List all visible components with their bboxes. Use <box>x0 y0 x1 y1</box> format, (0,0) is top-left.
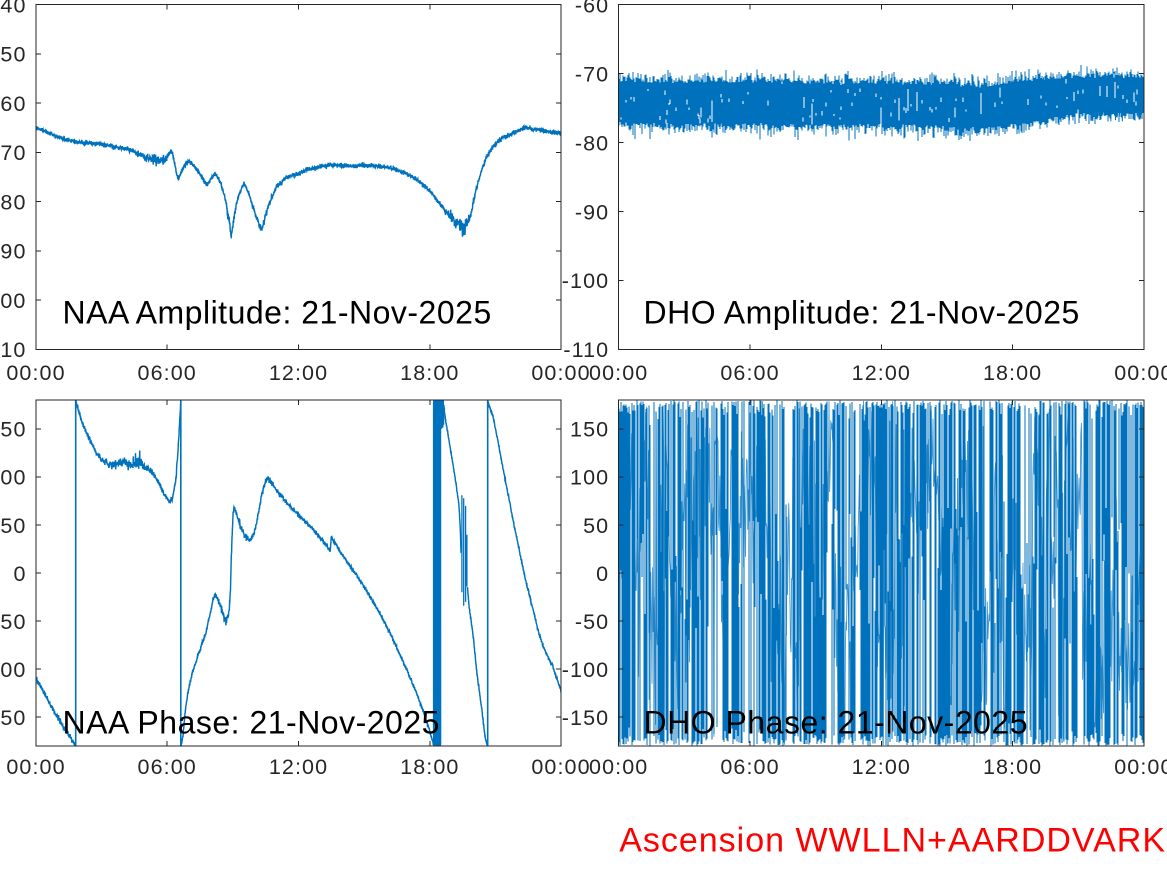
svg-text:150: 150 <box>0 418 27 442</box>
svg-text:18:00: 18:00 <box>983 361 1042 385</box>
svg-text:06:00: 06:00 <box>138 361 197 385</box>
svg-text:-60: -60 <box>0 92 27 116</box>
svg-text:00:00: 00:00 <box>6 361 65 385</box>
svg-text:00:00: 00:00 <box>531 361 590 385</box>
svg-text:12:00: 12:00 <box>269 361 328 385</box>
svg-text:-80: -80 <box>0 190 27 214</box>
svg-text:NAA Amplitude: 21-Nov-2025: NAA Amplitude: 21-Nov-2025 <box>63 295 492 331</box>
svg-text:12:00: 12:00 <box>852 755 911 779</box>
svg-text:150: 150 <box>570 418 609 442</box>
svg-text:-100: -100 <box>0 658 27 682</box>
svg-text:0: 0 <box>596 562 609 586</box>
svg-text:DHO Amplitude: 21-Nov-2025: DHO Amplitude: 21-Nov-2025 <box>644 295 1080 331</box>
svg-text:06:00: 06:00 <box>720 755 779 779</box>
svg-text:-110: -110 <box>563 338 609 362</box>
svg-text:-110: -110 <box>0 338 27 362</box>
svg-text:100: 100 <box>570 466 609 490</box>
svg-text:-150: -150 <box>0 706 27 730</box>
svg-text:Ascension WWLLN+AARDDVARK: Ascension WWLLN+AARDDVARK <box>619 822 1166 860</box>
svg-text:12:00: 12:00 <box>852 361 911 385</box>
svg-text:-90: -90 <box>0 240 27 264</box>
svg-text:00:00: 00:00 <box>1114 755 1167 779</box>
svg-text:00:00: 00:00 <box>6 755 65 779</box>
svg-text:DHO Phase: 21-Nov-2025: DHO Phase: 21-Nov-2025 <box>644 705 1029 741</box>
svg-text:-40: -40 <box>0 0 27 17</box>
svg-text:-100: -100 <box>562 269 609 293</box>
svg-text:50: 50 <box>583 514 609 538</box>
svg-text:-50: -50 <box>575 610 609 634</box>
svg-text:-70: -70 <box>575 62 609 86</box>
svg-text:-90: -90 <box>575 200 609 224</box>
svg-text:-50: -50 <box>0 43 27 67</box>
svg-text:50: 50 <box>0 514 26 538</box>
svg-text:0: 0 <box>13 562 26 586</box>
svg-text:00:00: 00:00 <box>589 755 648 779</box>
svg-text:18:00: 18:00 <box>400 755 459 779</box>
svg-text:-100: -100 <box>562 658 609 682</box>
svg-text:18:00: 18:00 <box>400 361 459 385</box>
svg-text:00:00: 00:00 <box>1114 361 1167 385</box>
svg-text:-150: -150 <box>562 706 609 730</box>
svg-text:00:00: 00:00 <box>589 361 648 385</box>
svg-text:18:00: 18:00 <box>983 755 1042 779</box>
svg-text:-80: -80 <box>575 131 609 155</box>
svg-text:-50: -50 <box>0 610 27 634</box>
svg-text:06:00: 06:00 <box>138 755 197 779</box>
svg-text:NAA Phase: 21-Nov-2025: NAA Phase: 21-Nov-2025 <box>63 705 440 741</box>
svg-text:12:00: 12:00 <box>269 755 328 779</box>
svg-text:-60: -60 <box>575 0 609 17</box>
svg-text:100: 100 <box>0 466 27 490</box>
svg-text:-70: -70 <box>0 141 27 165</box>
svg-text:06:00: 06:00 <box>720 361 779 385</box>
svg-text:00:00: 00:00 <box>531 755 590 779</box>
svg-text:-100: -100 <box>0 289 27 313</box>
